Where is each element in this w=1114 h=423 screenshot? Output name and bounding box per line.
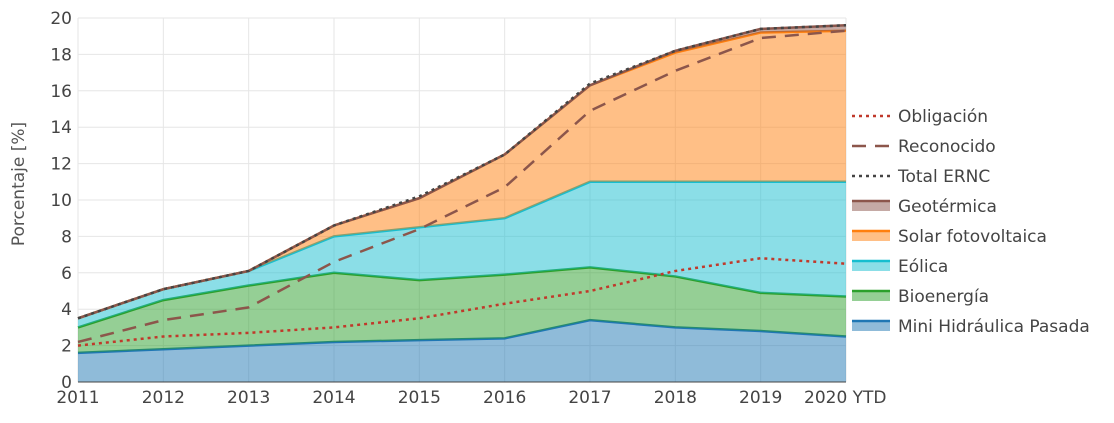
y-tick-label: 6 (61, 264, 72, 284)
y-tick-label: 0 (61, 373, 72, 393)
x-tick-label: 2018 (654, 388, 697, 408)
legend-item-obligacion[interactable]: Obligación (852, 107, 988, 127)
legend-item-mini-hidraulica-pasada[interactable]: Mini Hidráulica Pasada (852, 317, 1090, 337)
y-tick-label: 8 (61, 227, 72, 247)
legend-item-geotermica[interactable]: Geotérmica (852, 197, 997, 217)
line-layer (77, 24, 847, 347)
x-tick-label: 2019 (739, 388, 782, 408)
y-tick-label: 2 (61, 337, 72, 357)
area-solar-fotovoltaica[interactable] (78, 30, 846, 319)
legend-label: Eólica (898, 257, 948, 277)
x-tick-label: 2015 (398, 388, 441, 408)
legend-swatch (852, 290, 890, 301)
x-tick-label: 2012 (142, 388, 185, 408)
legend-item-solar-fotovoltaica[interactable]: Solar fotovoltaica (852, 227, 1047, 247)
legend-swatch (852, 230, 890, 241)
y-tick-label: 20 (50, 9, 72, 29)
legend-label: Reconocido (898, 137, 996, 157)
legend-item-reconocido[interactable]: Reconocido (852, 137, 996, 157)
y-tick-label: 16 (50, 82, 72, 102)
legend-label: Geotérmica (898, 197, 997, 217)
legend-swatch (852, 200, 890, 211)
area-eolica[interactable] (78, 181, 846, 328)
y-tick-label: 14 (50, 118, 72, 138)
legend-swatch (852, 260, 890, 271)
legend-label: Obligación (898, 107, 988, 127)
area-mini-hidraulica-pasada[interactable] (78, 320, 846, 382)
line-obligacion[interactable] (77, 256, 847, 347)
legend-label: Total ERNC (897, 167, 990, 187)
legend-item-eolica[interactable]: Eólica (852, 257, 948, 277)
legend-label: Bioenergía (898, 287, 989, 307)
area-layer (77, 24, 847, 382)
legend-label: Solar fotovoltaica (898, 227, 1047, 247)
x-tick-label: 2011 (56, 388, 99, 408)
x-tick-label: 2013 (227, 388, 270, 408)
legend[interactable]: Obligación Reconocido Total ERNC Geotérmica… (852, 107, 1090, 337)
legend-item-total-ernc[interactable]: Total ERNC (852, 167, 990, 187)
legend-item-bioenergia[interactable]: Bioenergía (852, 287, 989, 307)
line-total-ernc[interactable] (77, 24, 847, 320)
legend-swatch (852, 320, 890, 331)
y-tick-label: 4 (61, 300, 72, 320)
legend-label: Mini Hidráulica Pasada (898, 317, 1090, 337)
axis-layer: Porcentaje [%] 0 2 4 6 8 10 12 14 16 18 20 2011 2012… (9, 9, 887, 408)
x-tick-label: 2017 (568, 388, 611, 408)
y-tick-label: 12 (50, 155, 72, 175)
y-tick-label: 10 (50, 191, 72, 211)
y-tick-label: 18 (50, 45, 72, 65)
y-axis-label: Porcentaje [%] (9, 122, 29, 246)
x-tick-label: 2020 YTD (804, 388, 887, 408)
x-tick-label: 2014 (312, 388, 355, 408)
x-tick-label: 2016 (483, 388, 526, 408)
